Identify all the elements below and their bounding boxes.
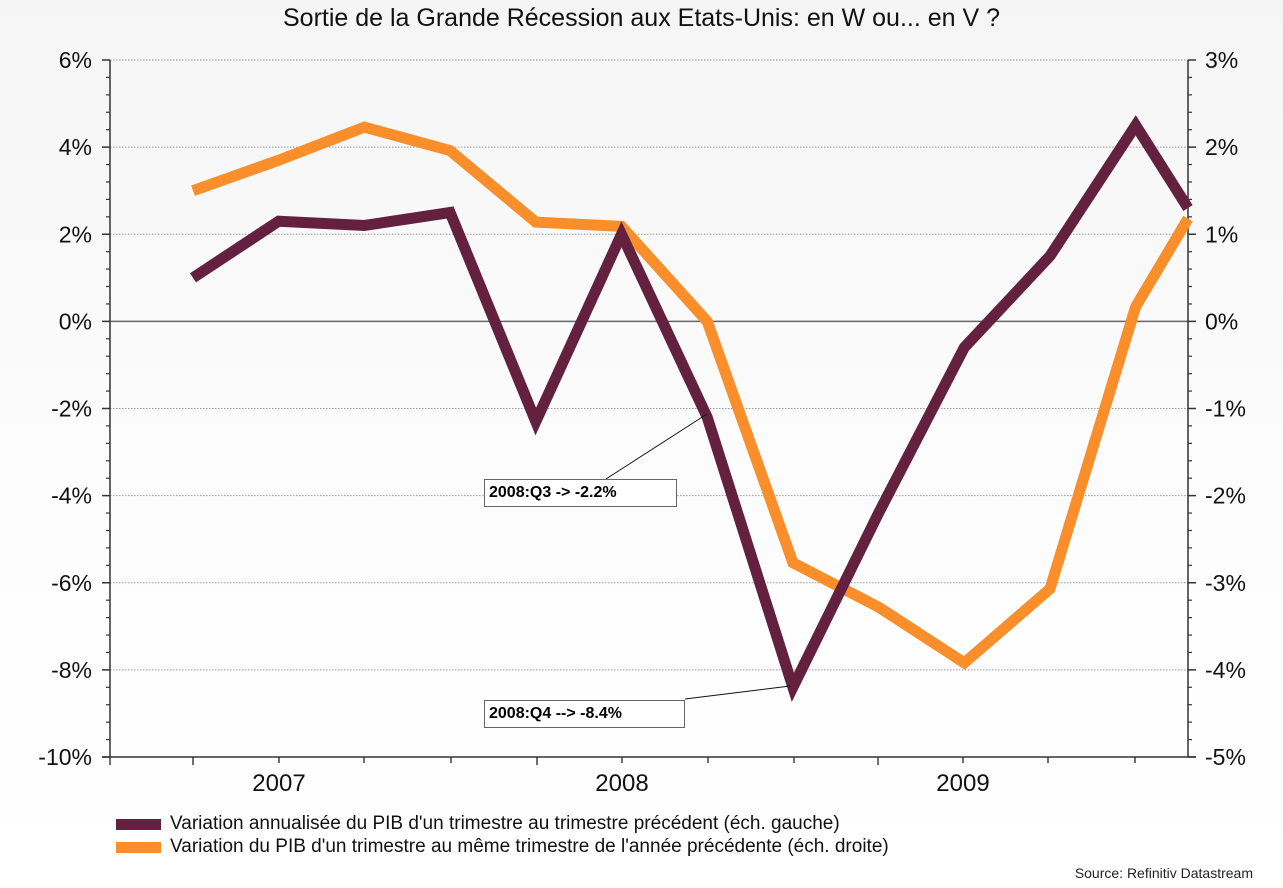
right-tick-label: -4% (1205, 657, 1246, 683)
annotation-leaders (605, 413, 791, 700)
source-note: Source: Refinitiv Datastream (1074, 865, 1253, 881)
right-tick-label: -3% (1205, 570, 1246, 596)
legend-swatch-orange (116, 841, 161, 853)
legend-label-yearly: Variation du PIB d'un trimestre au même … (170, 836, 889, 857)
series-line-quarterly (189, 115, 1193, 703)
annotation-2008-q3: 2008:Q3 -> -2.2% (484, 479, 677, 507)
right-tick-label: 1% (1205, 221, 1238, 247)
left-tick-label: 4% (59, 134, 92, 160)
right-tick-label: 3% (1205, 47, 1238, 73)
left-tick-label: 2% (59, 221, 92, 247)
right-tick-label: -2% (1205, 483, 1246, 509)
axes (102, 59, 1196, 765)
left-tick-label: -4% (51, 483, 92, 509)
annotation-leader-q3 (605, 413, 708, 480)
right-tick-label: 2% (1205, 134, 1238, 160)
legend-label-quarterly: Variation annualisée du PIB d'un trimest… (170, 813, 840, 834)
series-lines (189, 115, 1193, 703)
left-tick-label: 0% (59, 308, 92, 334)
annotation-leader-q4 (684, 685, 791, 700)
left-tick-label: -10% (38, 744, 92, 770)
grid-lines (110, 59, 1188, 671)
axis-labels: 6% 4% 2% 0% -2% -4% -6% -8% -10% 3% 2% 1% 0% -1% -2% -3… (38, 47, 1246, 797)
series-line-yearly (191, 121, 1193, 670)
legend-swatch-purple (116, 818, 161, 830)
year-label: 2008 (595, 770, 648, 797)
legend-item-yearly: Variation du PIB d'un trimestre au même … (116, 836, 889, 858)
left-tick-label: 6% (59, 47, 92, 73)
right-tick-label: -5% (1205, 744, 1246, 770)
left-tick-label: -6% (51, 570, 92, 596)
right-tick-label: 0% (1205, 308, 1238, 334)
legend-item-quarterly: Variation annualisée du PIB d'un trimest… (116, 813, 840, 835)
left-tick-label: -8% (51, 657, 92, 683)
left-tick-label: -2% (51, 396, 92, 422)
year-label: 2007 (252, 770, 305, 797)
year-label: 2009 (936, 770, 989, 797)
chart-title: Sortie de la Grande Récession aux Etats-… (282, 4, 1001, 32)
right-tick-label: -1% (1205, 396, 1246, 422)
annotation-2008-q4: 2008:Q4 --> -8.4% (484, 700, 685, 728)
